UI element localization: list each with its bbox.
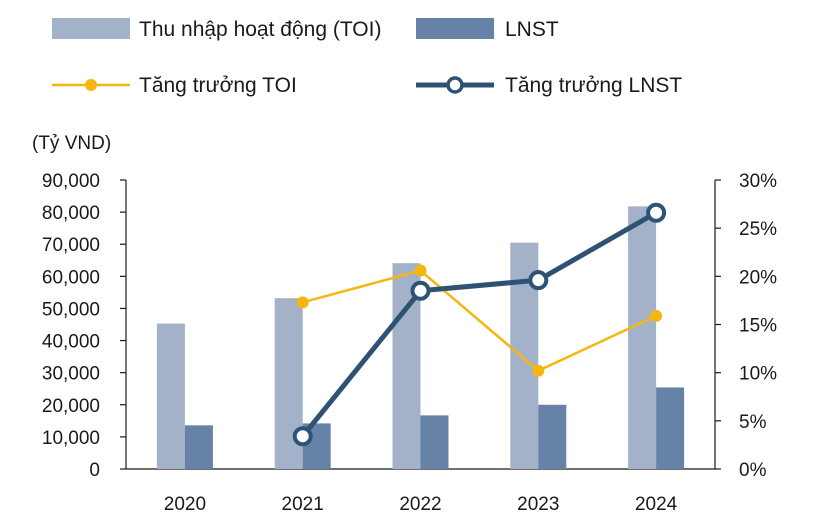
y-right-tick-label: 10% bbox=[739, 364, 777, 385]
x-tick-label: 2023 bbox=[517, 494, 559, 515]
y-left-tick-label: 0 bbox=[89, 460, 100, 481]
point-toi-growth bbox=[650, 309, 663, 322]
legend-marker-lnst-growth bbox=[446, 76, 464, 94]
y-left-tick-label: 60,000 bbox=[42, 267, 100, 288]
bar-lnst bbox=[184, 425, 213, 469]
y-left-tick-label: 80,000 bbox=[42, 203, 100, 224]
point-lnst-growth bbox=[528, 270, 549, 291]
y-right-tick-label: 5% bbox=[739, 412, 767, 433]
y-left-tick-label: 30,000 bbox=[42, 364, 100, 385]
bar-lnst bbox=[538, 404, 567, 469]
y-left-tick-label: 20,000 bbox=[42, 396, 100, 417]
point-lnst-growth bbox=[292, 426, 313, 447]
y-left-unit-label: (Tỷ VND) bbox=[32, 133, 111, 154]
y-left-ticks: 0 10,000 20,000 30,000 40,000 50,000 60,000 70,… bbox=[42, 171, 126, 481]
legend-item-lnst-growth: Tăng trưởng LNST bbox=[416, 74, 682, 97]
point-toi-growth bbox=[532, 364, 545, 377]
legend-label-toi: Thu nhập hoạt động (TOI) bbox=[139, 18, 381, 41]
bar-toi bbox=[156, 323, 185, 469]
x-tick-label: 2021 bbox=[282, 494, 324, 515]
y-left-tick-label: 40,000 bbox=[42, 332, 100, 353]
x-tick-label: 2020 bbox=[164, 494, 206, 515]
y-right-ticks: 0% 5% 10% 15% 20% 25% 30% bbox=[715, 171, 777, 481]
y-left-tick-label: 70,000 bbox=[42, 235, 100, 256]
bar-lnst bbox=[656, 387, 685, 469]
legend-label-lnst: LNST bbox=[505, 18, 559, 41]
legend-label-lnst-growth: Tăng trưởng LNST bbox=[505, 74, 682, 97]
point-toi-growth bbox=[414, 264, 427, 277]
y-left-tick-label: 90,000 bbox=[42, 171, 100, 192]
y-right-tick-label: 0% bbox=[739, 460, 767, 481]
x-tick-label: 2024 bbox=[635, 494, 678, 515]
legend-label-toi-growth: Tăng trưởng TOI bbox=[139, 74, 297, 97]
growth-lines bbox=[292, 202, 667, 447]
bar-toi bbox=[628, 206, 657, 469]
legend-item-lnst: LNST bbox=[416, 18, 559, 41]
legend: Thu nhập hoạt động (TOI) LNST Tăng trưởn… bbox=[52, 18, 682, 97]
legend-item-toi: Thu nhập hoạt động (TOI) bbox=[52, 18, 381, 41]
x-tick-label: 2022 bbox=[399, 494, 441, 515]
point-lnst-growth bbox=[410, 280, 431, 301]
point-toi-growth bbox=[296, 296, 309, 309]
y-left-tick-label: 10,000 bbox=[42, 428, 100, 449]
bars bbox=[156, 206, 685, 469]
point-lnst-growth bbox=[646, 202, 667, 223]
x-ticks: 2020 2021 2022 2023 2024 bbox=[164, 494, 678, 515]
bar-lnst bbox=[420, 415, 449, 469]
y-right-tick-label: 15% bbox=[739, 316, 777, 337]
y-right-tick-label: 20% bbox=[739, 267, 777, 288]
y-right-tick-label: 25% bbox=[739, 219, 777, 240]
legend-swatch-toi bbox=[52, 18, 130, 39]
legend-item-toi-growth: Tăng trưởng TOI bbox=[52, 74, 297, 97]
y-left-tick-label: 50,000 bbox=[42, 299, 100, 320]
line-lnst-growth bbox=[300, 210, 658, 438]
legend-marker-toi-growth bbox=[85, 79, 97, 91]
legend-swatch-lnst bbox=[416, 18, 494, 39]
y-right-tick-label: 30% bbox=[739, 171, 777, 192]
line-toi-growth bbox=[302, 269, 657, 372]
